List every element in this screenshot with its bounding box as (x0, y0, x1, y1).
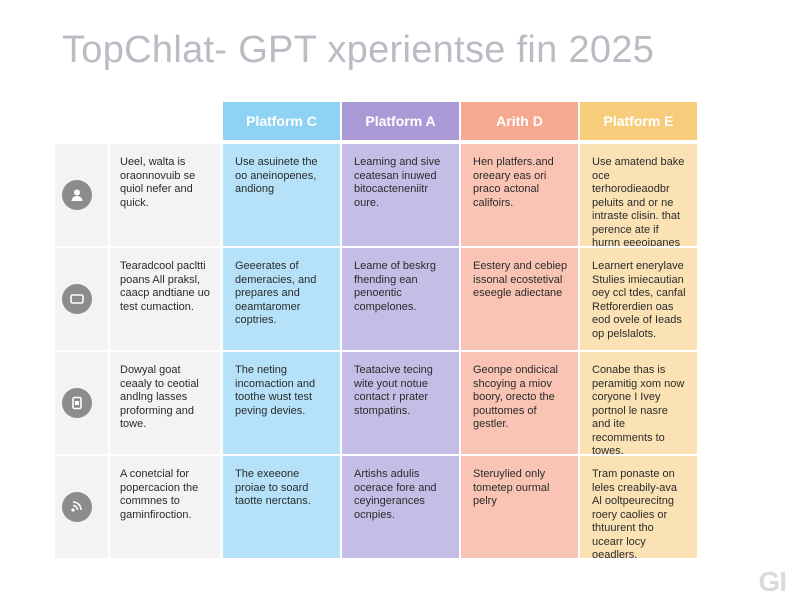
column-header: Platform E (580, 102, 697, 140)
table-cell: Leame of beskrg fhending ean penoentic c… (342, 248, 459, 350)
table-cell: Eestery and cebiep issonal ecostetival e… (461, 248, 578, 350)
column-header: Platform C (223, 102, 340, 140)
chart-title: TopChlat- GPT xperientse fin 2025 (62, 29, 655, 71)
table-cell: Use amatend bake oce terhorodieaodbr pel… (580, 144, 697, 246)
table-cell: The neting incomaction and toothe wust t… (223, 352, 340, 454)
row-description: Dowyal goat ceaaly to ceotial andlng las… (110, 352, 220, 454)
keyboard-icon (62, 284, 92, 314)
row-description: Tearadcool pacltti poans All praksl, caa… (110, 248, 220, 350)
user-icon (62, 180, 92, 210)
table-cell: Artishs adulis ocerace fore and ceyinger… (342, 456, 459, 558)
row-icon-cell (55, 352, 108, 454)
row-icon-cell (55, 248, 108, 350)
table-cell: Leaming and sive ceatesan inuwed bitocac… (342, 144, 459, 246)
table-cell: Conabe thas is peramitig xom now coryone… (580, 352, 697, 454)
table-cell: The exeeone proiae to soard taotte nerct… (223, 456, 340, 558)
network-icon (62, 492, 92, 522)
table-cell: Tram ponaste on leles creabily-ava Al oo… (580, 456, 697, 558)
device-icon (62, 388, 92, 418)
row-icon-cell (55, 144, 108, 246)
table-cell: Use asuinete the oo aneinopenes, andiong (223, 144, 340, 246)
row-description: Ueel, walta is oraonnovuib se quiol nefe… (110, 144, 220, 246)
table-cell: Geeerates of demeracies, and prepares an… (223, 248, 340, 350)
table-cell: Steruylied only tometep ourmal pelry (461, 456, 578, 558)
row-description: A conetcial for popercacion the commnes … (110, 456, 220, 558)
column-header: Arith D (461, 102, 578, 140)
row-icon-cell (55, 456, 108, 558)
watermark-logo: GI (758, 566, 787, 597)
table-cell: Learnert enerylave Stulies imiecautian o… (580, 248, 697, 350)
table-cell: Hen platfers.and oreeary eas ori praco a… (461, 144, 578, 246)
column-header: Platform A (342, 102, 459, 140)
comparison-table: Platform C Platform A Arith D Platform E Uee… (55, 102, 717, 560)
table-cell: Geonpe ondicical shcoying a miov boory, … (461, 352, 578, 454)
table-cell: Teatacive tecing wite yout notue contact… (342, 352, 459, 454)
